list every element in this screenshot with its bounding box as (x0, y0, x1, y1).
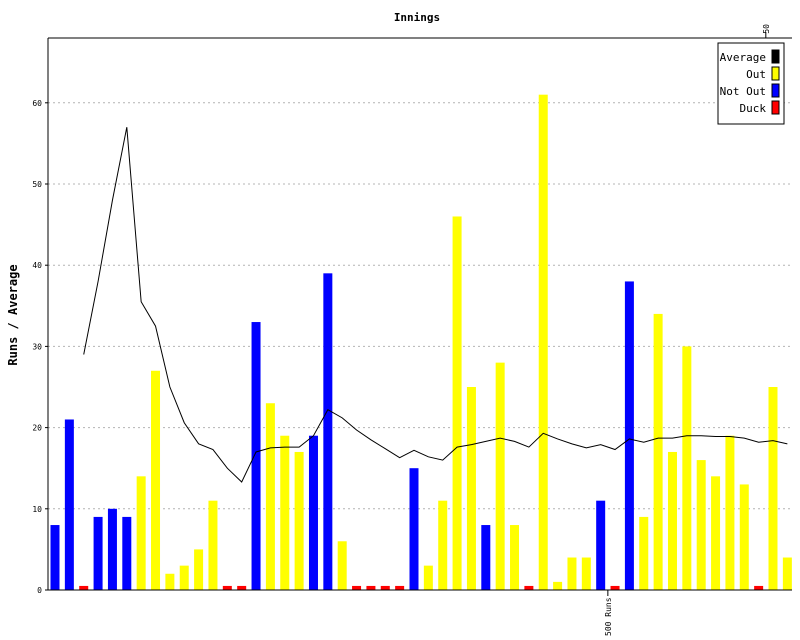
legend-swatch-out (771, 66, 780, 81)
y-tick-label-0: 0 (37, 586, 42, 595)
bar-innings-37 (567, 557, 577, 590)
bar-innings-45 (682, 346, 692, 590)
bar-innings-15 (251, 322, 261, 590)
bars (50, 94, 792, 591)
bar-innings-28 (438, 500, 448, 590)
bar-innings-7 (136, 476, 146, 590)
bar-innings-10 (179, 565, 189, 590)
bar-innings-2 (64, 419, 74, 590)
bar-innings-36 (553, 581, 563, 590)
bar-innings-42 (639, 516, 649, 590)
y-tick-label-10: 10 (32, 505, 42, 514)
axes (47, 37, 792, 591)
legend-label-duck: Duck (740, 102, 767, 115)
legend-swatch-average (771, 49, 780, 64)
bar-innings-39 (596, 500, 606, 590)
bar-innings-30 (466, 387, 476, 590)
bar-innings-32 (495, 362, 505, 590)
legend-label-out: Out (746, 68, 766, 81)
legend-swatch-duck (771, 100, 780, 115)
bar-innings-43 (653, 313, 663, 590)
bar-innings-8 (151, 370, 161, 590)
y-tick-label-30: 30 (32, 342, 42, 351)
bar-innings-40 (610, 585, 620, 590)
bar-innings-24 (380, 585, 390, 590)
bar-innings-1 (50, 525, 60, 590)
bar-innings-16 (265, 403, 275, 590)
bar-innings-3 (79, 585, 89, 590)
bar-innings-38 (581, 557, 591, 590)
legend-swatch-not-out (771, 83, 780, 98)
bar-innings-12 (208, 500, 218, 590)
bar-innings-34 (524, 585, 534, 590)
y-tick-label-40: 40 (32, 261, 42, 270)
y-tick-labels: 0 10 20 30 40 50 60 (32, 99, 48, 595)
bar-innings-4 (93, 516, 103, 590)
markers: 500 Runs 50 (604, 24, 771, 636)
bar-innings-26 (409, 468, 419, 590)
bar-innings-22 (352, 585, 362, 590)
bar-innings-18 (294, 451, 304, 590)
bar-innings-6 (122, 516, 132, 590)
bar-innings-47 (711, 476, 721, 590)
average-line (83, 127, 788, 483)
y-axis-label: Runs / Average (6, 264, 20, 365)
bar-innings-29 (452, 216, 462, 591)
bar-innings-14 (237, 585, 247, 590)
average-line-group (83, 127, 788, 483)
marker-label-1: 50 (762, 24, 771, 34)
bar-innings-31 (481, 525, 491, 590)
bar-innings-51 (768, 387, 778, 590)
y-tick-label-20: 20 (32, 424, 42, 433)
bar-innings-33 (510, 525, 520, 590)
bar-innings-52 (782, 557, 792, 590)
bar-innings-27 (423, 565, 433, 590)
bar-innings-21 (337, 541, 347, 590)
bar-innings-50 (754, 585, 764, 590)
bar-innings-23 (366, 585, 376, 590)
bar-innings-19 (308, 435, 318, 590)
y-tick-label-50: 50 (32, 180, 42, 189)
bar-innings-46 (696, 460, 706, 590)
bar-innings-35 (538, 94, 548, 591)
y-tick-label-60: 60 (32, 99, 42, 108)
legend: Average Out Not Out Duck (717, 42, 785, 125)
bar-innings-9 (165, 573, 175, 590)
bar-innings-13 (222, 585, 232, 590)
bar-innings-49 (739, 484, 749, 590)
chart-title: Innings (394, 11, 440, 24)
bar-innings-48 (725, 435, 735, 590)
marker-label-0: 500 Runs (604, 597, 613, 636)
bar-innings-44 (667, 451, 677, 590)
legend-label-average: Average (720, 51, 766, 64)
bar-innings-41 (624, 281, 634, 590)
bar-innings-5 (107, 508, 117, 590)
bar-innings-11 (194, 549, 204, 590)
bar-innings-17 (280, 435, 290, 590)
legend-label-not-out: Not Out (720, 85, 766, 98)
bar-innings-20 (323, 273, 333, 590)
bar-innings-25 (395, 585, 405, 590)
